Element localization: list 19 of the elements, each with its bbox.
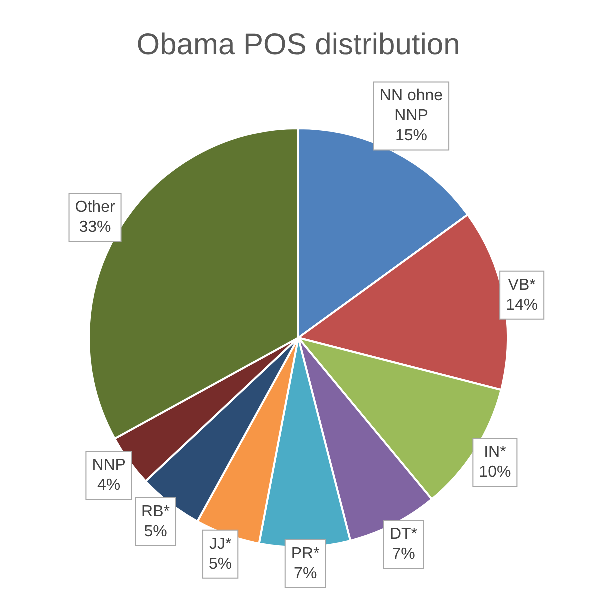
chart-title: Obama POS distribution — [136, 28, 460, 62]
slice-label: NN ohne NNP — [380, 88, 444, 125]
slice-label: RB* — [142, 503, 170, 520]
slice-label: IN* — [484, 444, 506, 462]
data-label: 15% — [395, 128, 428, 145]
data-label: 5% — [144, 523, 168, 540]
data-label: 4% — [98, 477, 121, 494]
data-label: 10% — [479, 464, 512, 482]
slice-label: DT* — [390, 526, 418, 543]
data-label: 5% — [209, 556, 232, 573]
slice-label: Other — [75, 199, 116, 216]
slice-label: PR* — [291, 545, 320, 562]
data-label: 33% — [79, 219, 112, 236]
data-label: 14% — [506, 296, 538, 314]
data-label: 7% — [392, 546, 416, 563]
slice-label: VB* — [508, 276, 536, 294]
data-label: 7% — [294, 565, 318, 582]
slice-label: JJ* — [209, 536, 232, 553]
slice-label: NNP — [92, 457, 126, 474]
